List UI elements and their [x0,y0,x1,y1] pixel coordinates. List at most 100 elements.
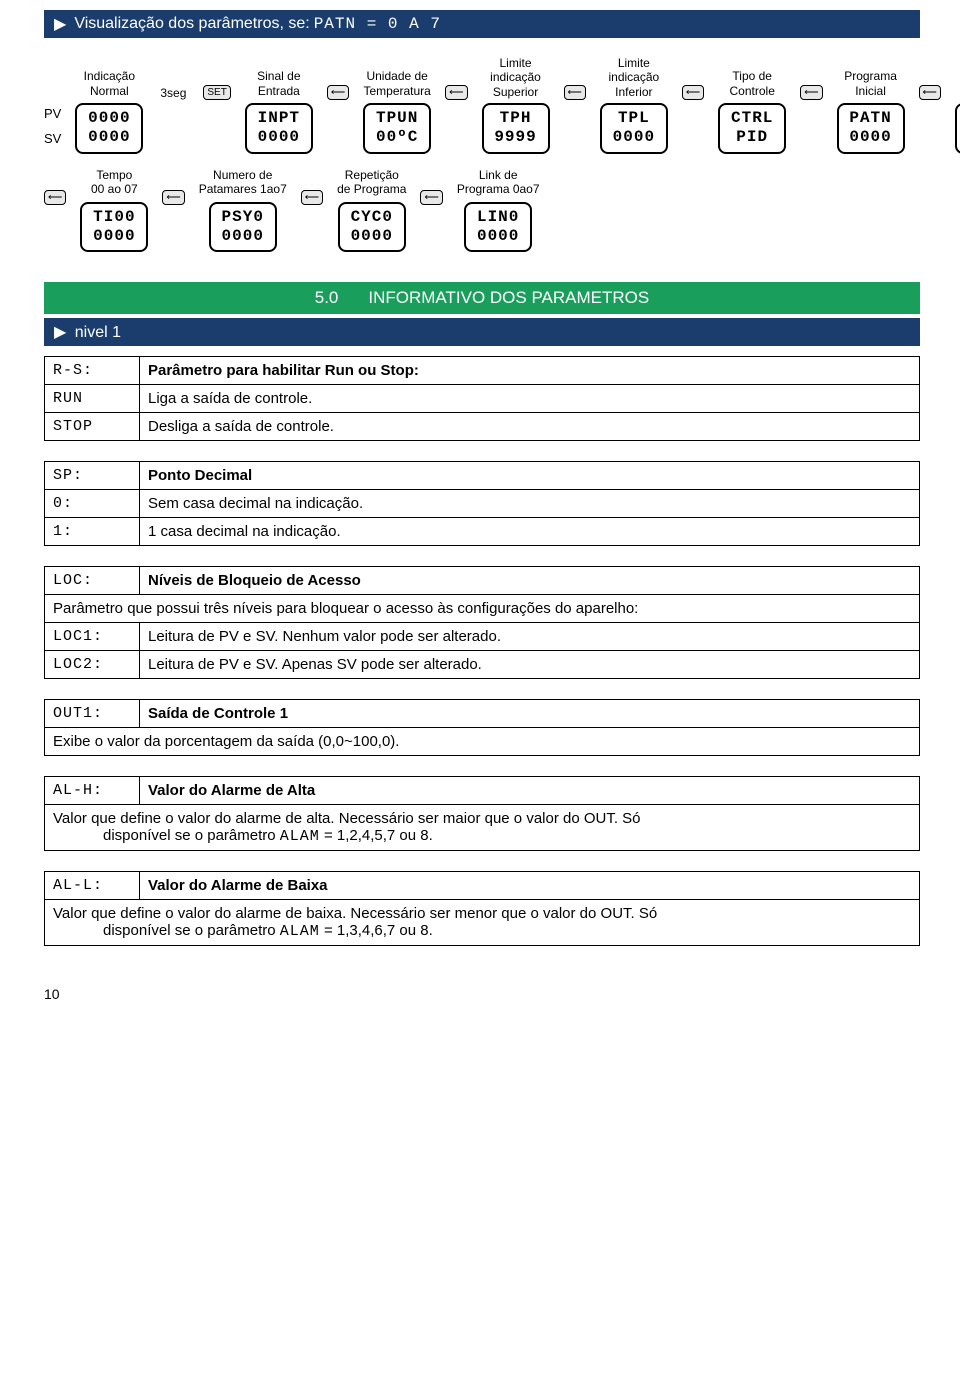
table-row: Exibe o valor da porcentagem da saída (0… [45,727,920,755]
param-code: SP: [45,461,140,489]
param-desc: Liga a saída de controle. [140,384,920,412]
top-banner: ▶ Visualização dos parâmetros, se: PATN … [44,10,920,38]
connector: ⟵ [162,190,184,205]
param-desc: Valor do Alarme de Baixa [140,871,920,899]
lcd-box: PSY0 0000 [209,202,277,252]
diagram-cell: Tempo 00 ao 07 TI00 0000 [80,168,148,252]
param-code: 0: [45,489,140,517]
pv-label: PV [44,106,61,121]
param-table-sp: SP: Ponto Decimal 0: Sem casa decimal na… [44,461,920,546]
param-code: STOP [45,412,140,440]
connector: ⟵ [420,190,442,205]
lcd-box: TPH 9999 [482,103,550,153]
param-desc: Ponto Decimal [140,461,920,489]
section-banner: 5.0 INFORMATIVO DOS PARAMETROS [44,282,920,314]
table-row: STOP Desliga a saída de controle. [45,412,920,440]
param-desc: 1 casa decimal na indicação. [140,517,920,545]
param-text: Exibe o valor da porcentagem da saída (0… [45,727,920,755]
table-row: AL-L: Valor do Alarme de Baixa [45,871,920,899]
lcd-box: TPUN 00ºC [363,103,431,153]
diagram-row-2: ⟵ Tempo 00 ao 07 TI00 0000 ⟵ Numero de P… [44,168,920,252]
lcd-box: TI00 0000 [80,202,148,252]
lcd-box: TPL 0000 [600,103,668,153]
param-desc: Níveis de Bloqueio de Acesso [140,566,920,594]
table-row: OUT1: Saída de Controle 1 [45,699,920,727]
param-code: R-S: [45,356,140,384]
param-code: AL-H: [45,776,140,804]
connector: ⟵ [327,85,349,100]
level-banner: ▶ nivel 1 [44,318,920,346]
table-row: 1: 1 casa decimal na indicação. [45,517,920,545]
table-row: LOC2: Leitura de PV e SV. Apenas SV pode… [45,650,920,678]
arrow-icon: ▶ [54,324,66,341]
diagram-cell: SetPoint 00ao07 SP00 0000 [955,69,960,153]
diagram-cell: Numero de Patamares 1ao7 PSY0 0000 [199,168,287,252]
diagram-cell: Tipo de Controle CTRL PID [718,69,786,153]
table-row: LOC: Níveis de Bloqueio de Acesso [45,566,920,594]
connector: ⟵ [564,85,586,100]
lcd-box: INPT 0000 [245,103,313,153]
diagram-cell: Indicação Normal 0000 0000 [75,69,143,153]
diagram-cell: Link de Programa 0ao7 LIN0 0000 [457,168,540,252]
connector: 3seg [157,85,189,101]
param-desc: Parâmetro para habilitar Run ou Stop: [140,356,920,384]
table-row: Parâmetro que possui três níveis para bl… [45,594,920,622]
section-number: 5.0 [315,288,339,308]
table-row: Valor que define o valor do alarme de ba… [45,899,920,945]
table-row: Valor que define o valor do alarme de al… [45,804,920,850]
lcd-box: LIN0 0000 [464,202,532,252]
diagram-cell: Limite indicação Superior TPH 9999 [482,56,550,154]
lcd-box: 0000 0000 [75,103,143,153]
page-number: 10 [44,986,920,1002]
connector: ⟵ [44,190,66,205]
param-code: AL-L: [45,871,140,899]
connector: ⟵ [445,85,467,100]
diagram-cell: Programa Inicial PATN 0000 [837,69,905,153]
diagram-cell: Limite indicação Inferior TPL 0000 [600,56,668,154]
table-row: SP: Ponto Decimal [45,461,920,489]
banner-text-prefix: Visualização dos parâmetros, se: [74,15,309,33]
param-text: Valor que define o valor do alarme de al… [45,804,920,850]
diagram-cell: Unidade de Temperatura TPUN 00ºC [363,69,431,153]
param-desc: Valor do Alarme de Alta [140,776,920,804]
connector: ⟵ [919,85,941,100]
level-text: nivel 1 [75,324,121,341]
diagram-row-1: PV SV Indicação Normal 0000 0000 3seg SE… [44,56,920,154]
lcd-box: CTRL PID [718,103,786,153]
param-desc: Saída de Controle 1 [140,699,920,727]
param-code: LOC: [45,566,140,594]
lcd-box: PATN 0000 [837,103,905,153]
diagram-cell: Repetição de Programa CYC0 0000 [337,168,406,252]
sv-label: SV [44,131,61,146]
param-text: Parâmetro que possui três níveis para bl… [45,594,920,622]
table-row: RUN Liga a saída de controle. [45,384,920,412]
connector: ⟵ [301,190,323,205]
param-table-loc: LOC: Níveis de Bloqueio de Acesso Parâme… [44,566,920,679]
section-title: INFORMATIVO DOS PARAMETROS [368,288,649,308]
banner-text-code: PATN = 0 A 7 [314,15,441,33]
param-table-out1: OUT1: Saída de Controle 1 Exibe o valor … [44,699,920,756]
lcd-box: CYC0 0000 [338,202,406,252]
param-table-alh: AL-H: Valor do Alarme de Alta Valor que … [44,776,920,851]
param-desc: Leitura de PV e SV. Apenas SV pode ser a… [140,650,920,678]
pv-sv-labels: PV SV [44,64,61,154]
table-row: AL-H: Valor do Alarme de Alta [45,776,920,804]
connector: ⟵ [800,85,822,100]
param-code: 1: [45,517,140,545]
param-desc: Desliga a saída de controle. [140,412,920,440]
table-row: LOC1: Leitura de PV e SV. Nenhum valor p… [45,622,920,650]
param-desc: Leitura de PV e SV. Nenhum valor pode se… [140,622,920,650]
param-code: OUT1: [45,699,140,727]
param-desc: Sem casa decimal na indicação. [140,489,920,517]
param-code: LOC1: [45,622,140,650]
table-row: R-S: Parâmetro para habilitar Run ou Sto… [45,356,920,384]
table-row: 0: Sem casa decimal na indicação. [45,489,920,517]
param-text: Valor que define o valor do alarme de ba… [45,899,920,945]
set-connector: SET [203,85,230,100]
lcd-box: SP00 0000 [955,103,960,153]
connector: ⟵ [682,85,704,100]
arrow-icon: ▶ [54,14,66,34]
param-code: LOC2: [45,650,140,678]
param-table-rs: R-S: Parâmetro para habilitar Run ou Sto… [44,356,920,441]
param-code: RUN [45,384,140,412]
